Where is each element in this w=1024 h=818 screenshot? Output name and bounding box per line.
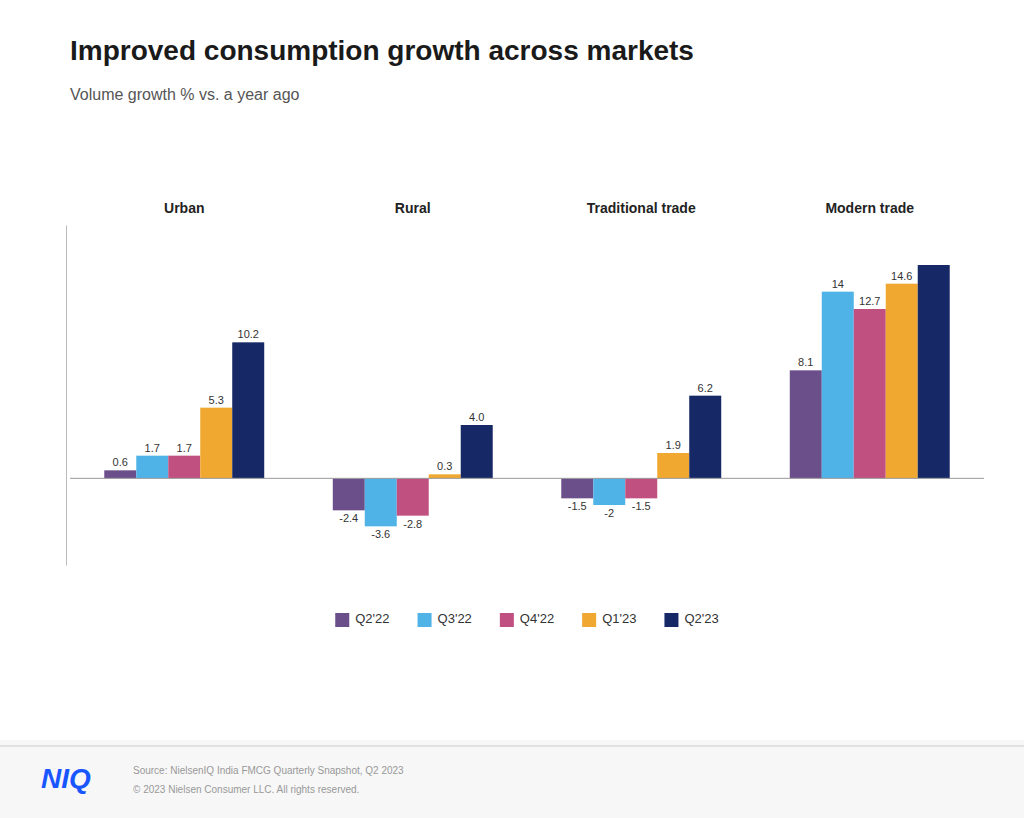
bar [104, 470, 136, 478]
chart-root: Improved consumption growth across marke… [0, 0, 1024, 818]
x-tick-label: Traditional trade [587, 200, 696, 216]
legend-swatch [500, 613, 514, 627]
legend-swatch [664, 613, 678, 627]
bar [365, 478, 397, 526]
x-tick: Rural [395, 200, 431, 216]
bar [136, 456, 168, 479]
data-label: 6.2 [698, 382, 713, 394]
data-label: -1.5 [632, 500, 651, 512]
data-label: 12.7 [859, 295, 880, 307]
legend-item: Q2'23 [664, 611, 718, 627]
x-tick-label: Urban [164, 200, 204, 216]
data-label: 4.0 [469, 411, 484, 423]
data-label: 14 [832, 278, 844, 290]
data-label: 0.3 [437, 460, 452, 472]
series [232, 265, 949, 478]
legend-label: Q3'22 [438, 611, 472, 626]
data-label: 5.3 [209, 394, 224, 406]
bar [461, 425, 493, 478]
legend: Q2'22 Q3'22 Q4'22 Q1'23 Q2'23 [335, 611, 718, 627]
data-label: -1.5 [568, 500, 587, 512]
bar [854, 309, 886, 478]
data-labels: 0.6 -2.4 -1.5 8.1 1.7 -3.6 -2 14 1.7 -2.8 -1.5 12.7… [113, 270, 913, 541]
series [136, 292, 853, 527]
bar [561, 478, 593, 498]
y-axis-line [66, 226, 67, 566]
legend-item: Q3'22 [418, 611, 472, 627]
data-label: -2.8 [403, 518, 422, 530]
x-tick-label: Modern trade [825, 200, 914, 216]
bar [232, 342, 264, 478]
legend-swatch [335, 613, 349, 627]
legend-label: Q2'22 [355, 611, 389, 626]
x-tick: Urban [164, 200, 204, 216]
data-label: 8.1 [798, 356, 813, 368]
bar [200, 408, 232, 479]
data-label: 0.6 [113, 456, 128, 468]
bar [886, 284, 918, 479]
bar [429, 474, 461, 478]
data-label: 1.9 [666, 439, 681, 451]
legend-item: Q2'22 [335, 611, 389, 627]
x-tick-label: Rural [395, 200, 431, 216]
bar [397, 478, 429, 515]
footer-line [0, 746, 1024, 747]
legend-label: Q4'22 [520, 611, 554, 626]
y-axis [66, 226, 67, 566]
bar [168, 456, 200, 479]
series [168, 309, 885, 516]
data-label: 1.7 [145, 442, 160, 454]
x-tick: Traditional trade [587, 200, 696, 216]
data-label: -2.4 [339, 512, 358, 524]
bar [593, 478, 625, 505]
subtitle: Volume growth % vs. a year ago [70, 86, 300, 103]
title: Improved consumption growth across marke… [70, 35, 694, 66]
data-label: -2 [604, 507, 614, 519]
bar [333, 478, 365, 510]
bar [689, 396, 721, 479]
legend-item: Q1'23 [582, 611, 636, 627]
legend-label: Q2'23 [684, 611, 718, 626]
series [104, 370, 821, 510]
bar [918, 265, 950, 478]
zero-line [70, 478, 984, 479]
legend-swatch [582, 613, 596, 627]
x-axis: Urban Rural Traditional trade Modern trade [164, 200, 914, 216]
footer: NIQ Source: NielsenIQ India FMCG Quarterl… [0, 740, 1024, 818]
bars [104, 265, 949, 526]
bar [790, 370, 822, 478]
bar [625, 478, 657, 498]
data-label: -3.6 [371, 528, 390, 540]
footer-note: Source: NielsenIQ India FMCG Quarterly S… [133, 765, 404, 776]
data-label: 14.6 [891, 270, 912, 282]
bar [822, 292, 854, 479]
legend-label: Q1'23 [602, 611, 636, 626]
series [200, 284, 917, 479]
data-label: 1.7 [177, 442, 192, 454]
footer-background [0, 740, 1024, 818]
bar [657, 453, 689, 478]
data-label: 10.2 [238, 328, 259, 340]
legend-swatch [418, 613, 432, 627]
legend-item: Q4'22 [500, 611, 554, 627]
x-tick: Modern trade [825, 200, 914, 216]
footer-logo: NIQ [41, 763, 91, 794]
footer-note: © 2023 Nielsen Consumer LLC. All rights … [133, 784, 359, 795]
